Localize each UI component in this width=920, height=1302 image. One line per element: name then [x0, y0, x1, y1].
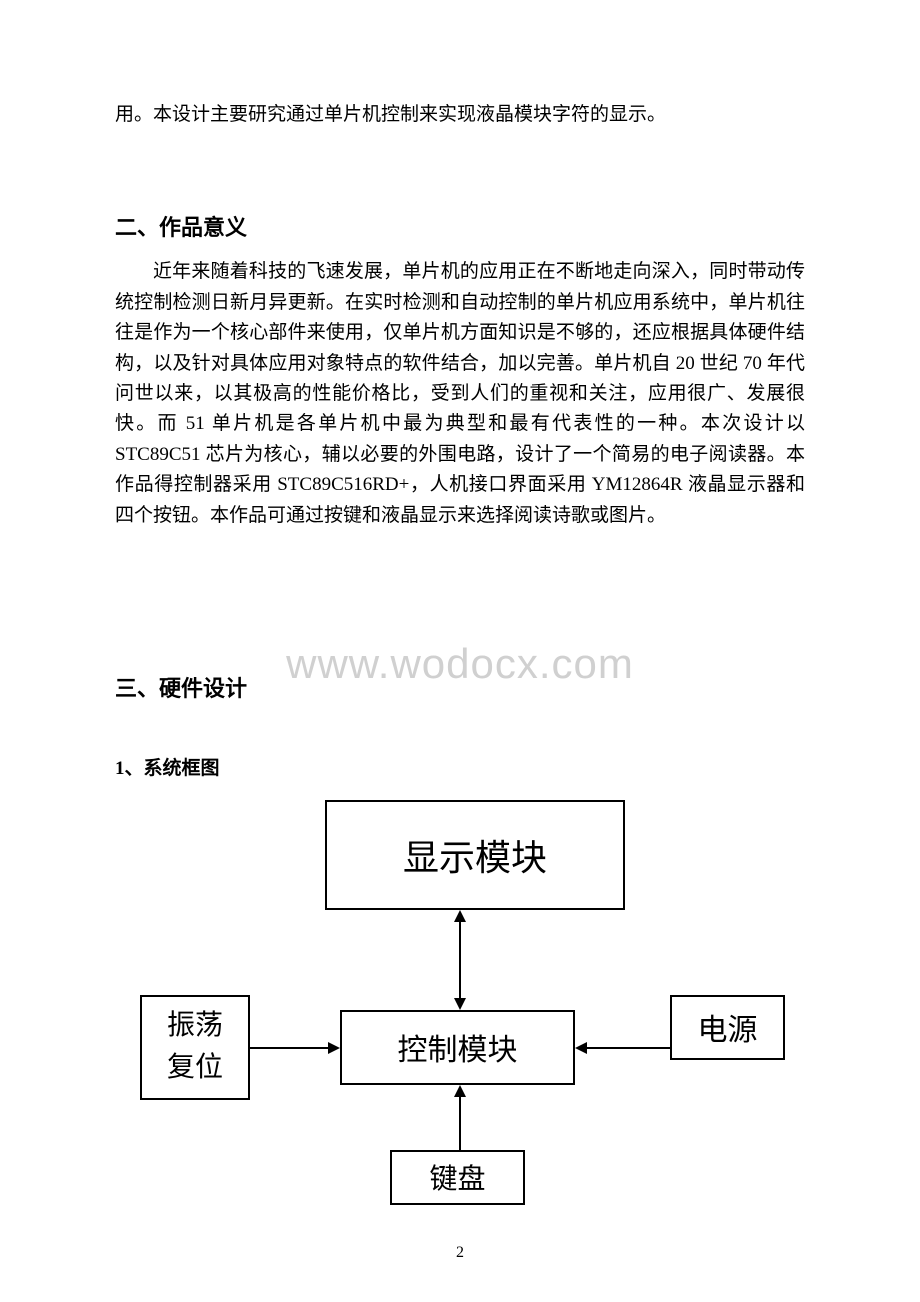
- arrow-oscillator-control: [250, 1038, 340, 1058]
- section-2-heading: 二、作品意义: [115, 210, 805, 242]
- arrow-display-control: [450, 910, 470, 1010]
- oscillator-line1: 振荡: [167, 1005, 223, 1047]
- diagram-box-keyboard: 键盘: [390, 1150, 525, 1205]
- diagram-box-power: 电源: [670, 995, 785, 1060]
- diagram-box-display: 显示模块: [325, 800, 625, 910]
- oscillator-line2: 复位: [167, 1047, 223, 1089]
- section-3-heading: 三、硬件设计: [115, 671, 805, 703]
- page-number: 2: [456, 1244, 464, 1262]
- subsection-1-heading: 1、系统框图: [115, 753, 805, 780]
- diagram-box-control: 控制模块: [340, 1010, 575, 1085]
- arrow-power-control: [575, 1038, 670, 1058]
- intro-paragraph: 用。本设计主要研究通过单片机控制来实现液晶模块字符的显示。: [115, 100, 805, 130]
- system-block-diagram: 显示模块 控制模块 振荡 复位 电源 键盘: [115, 800, 805, 1210]
- section-2-body: 近年来随着科技的飞速发展，单片机的应用正在不断地走向深入，同时带动传统控制检测日…: [115, 257, 805, 531]
- diagram-box-oscillator: 振荡 复位: [140, 995, 250, 1100]
- arrow-keyboard-control: [450, 1085, 470, 1150]
